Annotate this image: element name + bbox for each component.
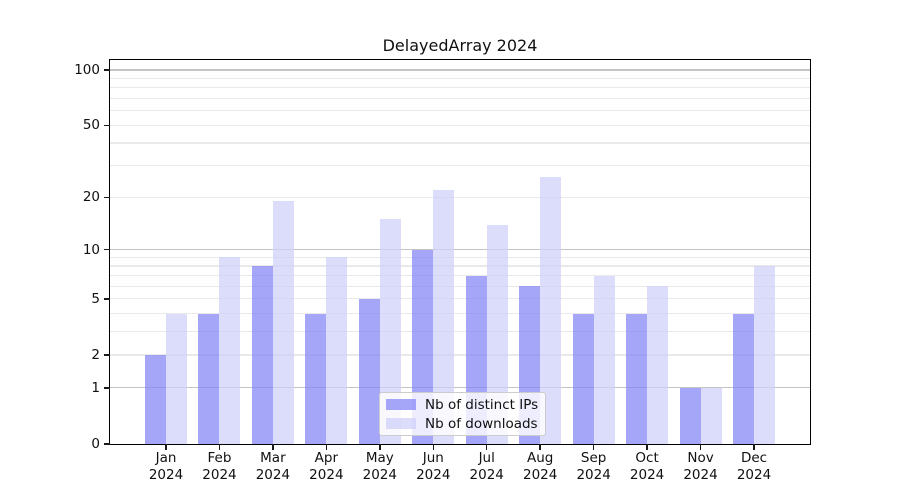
x-tick-label-may: May 2024	[362, 450, 397, 483]
gridline-minor	[110, 298, 810, 300]
x-tick-label-jul: Jul 2024	[469, 450, 504, 483]
y-tick-mark	[104, 124, 110, 127]
legend-swatch-distinct-ips	[386, 399, 416, 410]
y-tick-label-20: 20	[82, 189, 100, 206]
x-tick-label-dec: Dec 2024	[736, 450, 772, 483]
y-tick-mark	[104, 196, 110, 199]
gridline-minor	[110, 142, 810, 144]
gridline-minor	[110, 97, 810, 100]
gridline-minor	[110, 196, 810, 198]
x-tick-label-aug: Aug 2024	[522, 450, 558, 483]
y-tick-mark	[104, 69, 110, 71]
x-tick-label-jun: Jun 2024	[416, 450, 451, 483]
x-tick-mark	[699, 444, 702, 450]
gridline-major	[110, 387, 810, 389]
bar-distinct-ips-oct	[626, 313, 648, 444]
x-tick-label-sep: Sep 2024	[576, 450, 611, 483]
x-tick-mark	[539, 444, 541, 450]
x-tick-label-apr: Apr 2024	[309, 450, 344, 483]
bar-distinct-ips-mar	[251, 265, 273, 444]
legend-entry-distinct-ips: Nb of distinct IPs	[380, 396, 545, 413]
bar-downloads-jan	[166, 313, 187, 444]
bar-downloads-sep	[593, 275, 615, 444]
x-tick-mark	[218, 444, 221, 450]
bar-downloads-oct	[647, 286, 669, 444]
gridline-minor	[110, 331, 810, 333]
bar-downloads-mar	[272, 201, 294, 444]
plot-area: Nb of distinct IPs Nb of downloads	[109, 59, 811, 445]
x-tick-label-nov: Nov 2024	[683, 450, 718, 483]
y-tick-mark	[104, 248, 110, 251]
x-tick-mark	[485, 444, 488, 450]
bar-downloads-feb	[219, 257, 241, 444]
bar-downloads-may	[379, 219, 401, 444]
y-tick-mark	[104, 298, 110, 300]
gridline-minor	[110, 256, 810, 258]
gridline-major	[110, 249, 810, 251]
gridline-minor	[110, 87, 810, 89]
bar-downloads-aug	[540, 176, 562, 444]
bar-distinct-ips-jan	[145, 354, 166, 444]
gridline-major	[110, 69, 810, 71]
y-tick-label-50: 50	[82, 117, 100, 134]
x-tick-label-mar: Mar 2024	[255, 450, 291, 483]
x-tick-mark	[379, 444, 381, 450]
gridline-minor	[110, 124, 810, 126]
gridline-minor	[110, 285, 810, 287]
x-tick-mark	[165, 444, 167, 450]
legend-entry-downloads: Nb of downloads	[380, 415, 545, 432]
bar-distinct-ips-apr	[305, 313, 327, 444]
x-tick-mark	[432, 444, 435, 450]
legend-label-downloads: Nb of downloads	[425, 415, 538, 432]
y-tick-label-1: 1	[91, 379, 100, 396]
y-tick-mark	[104, 354, 110, 356]
legend-swatch-downloads	[386, 418, 416, 429]
y-tick-label-0: 0	[91, 436, 100, 452]
bar-downloads-nov	[700, 387, 722, 444]
x-tick-label-feb: Feb 2024	[202, 450, 237, 483]
x-tick-mark	[592, 444, 595, 450]
bar-distinct-ips-sep	[572, 313, 594, 444]
bar-downloads-dec	[754, 265, 775, 444]
legend-label-distinct-ips: Nb of distinct IPs	[425, 396, 539, 413]
bar-distinct-ips-dec	[733, 313, 754, 444]
bar-downloads-apr	[326, 257, 348, 444]
x-tick-label-oct: Oct 2024	[629, 450, 665, 483]
bar-distinct-ips-may	[358, 298, 380, 444]
bar-downloads-jun	[433, 189, 455, 444]
x-tick-mark	[753, 444, 755, 450]
y-tick-label-100: 100	[74, 62, 100, 78]
bar-distinct-ips-feb	[198, 313, 220, 444]
gridline-minor	[110, 354, 810, 356]
x-tick-mark	[325, 444, 328, 450]
gridline-minor	[110, 274, 810, 277]
legend: Nb of distinct IPs Nb of downloads	[379, 392, 546, 436]
y-tick-mark	[104, 387, 110, 389]
gridline-minor	[110, 265, 810, 267]
gridline-minor	[110, 110, 810, 112]
y-tick-label-2: 2	[91, 346, 100, 363]
x-tick-mark	[272, 444, 274, 450]
x-tick-mark	[646, 444, 648, 450]
gridline-minor	[110, 77, 810, 80]
y-tick-label-10: 10	[82, 241, 100, 258]
bar-downloads-jul	[486, 224, 508, 444]
y-tick-mark	[104, 443, 110, 445]
gridline-minor	[110, 165, 810, 167]
chart-title: DelayedArray 2024	[382, 36, 538, 55]
y-tick-label-5: 5	[91, 290, 100, 307]
bar-distinct-ips-nov	[679, 387, 701, 444]
gridline-minor	[110, 312, 810, 315]
x-tick-label-jan: Jan 2024	[148, 450, 184, 483]
